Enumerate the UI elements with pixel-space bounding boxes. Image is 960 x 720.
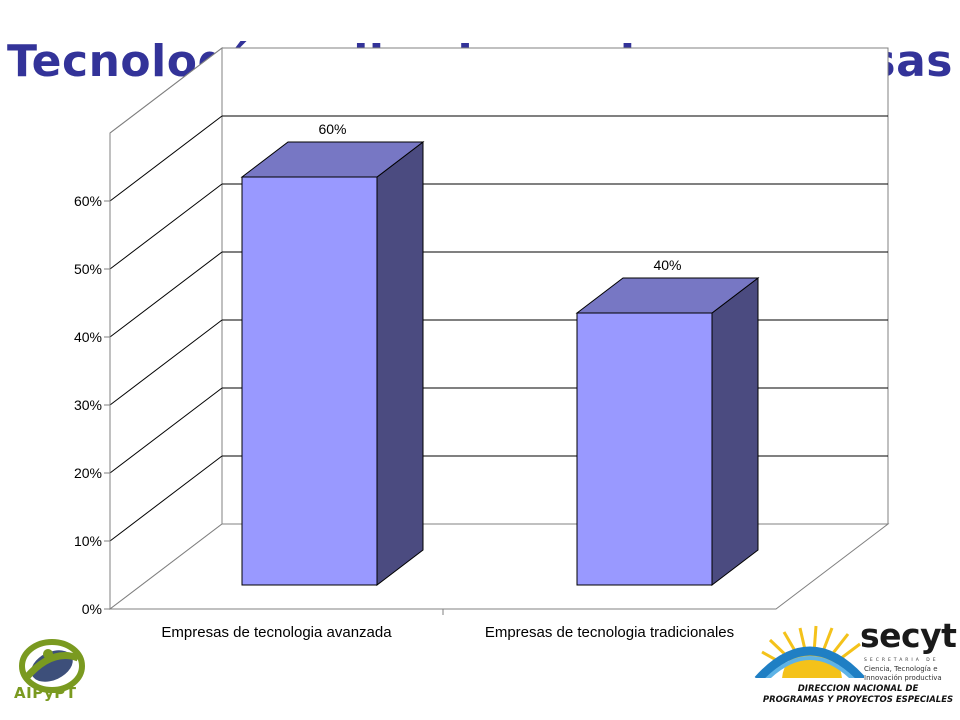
direccion-line-1: DIRECCION NACIONAL DE [797, 684, 919, 694]
y-tick-label: 60% [74, 193, 102, 209]
x-category-label: Empresas de tecnologia tradicionales [485, 624, 734, 641]
gridline-side [109, 455, 223, 542]
gridline-side [109, 183, 223, 270]
secyt-sub-line-1: Ciencia, Tecnología e [864, 665, 938, 673]
y-tick-label: 0% [82, 601, 102, 617]
y-tick-label: 10% [74, 533, 102, 549]
y-tick-label: 40% [74, 329, 102, 345]
x-axis: Empresas de tecnologia avanzada Empresas … [110, 608, 776, 641]
y-tick-label: 50% [74, 261, 102, 277]
x-category-label: Empresas de tecnologia avanzada [161, 624, 392, 641]
bar-side-face [376, 140, 424, 587]
bar-front-face [576, 312, 713, 586]
data-label: 60% [318, 121, 346, 137]
bar-front-face [241, 176, 378, 586]
floor [108, 523, 890, 610]
secyt-sun-icon [754, 625, 864, 678]
bar-side-face [711, 276, 759, 587]
gridline-side [109, 319, 223, 406]
secyt-logo-subtitle: SECRETARIA DE Ciencia, Tecnología e Inno… [864, 656, 960, 683]
data-label: 40% [653, 257, 681, 273]
y-tick-label: 20% [74, 465, 102, 481]
secyt-secretaria: SECRETARIA DE [864, 658, 939, 663]
aipypt-logo-icon [19, 639, 85, 693]
gridline-side [109, 47, 223, 134]
aipypt-logo-text: AIPyPT [14, 684, 77, 702]
chart-walls [108, 46, 890, 611]
gridline-side [109, 387, 223, 474]
y-tick-label: 30% [74, 397, 102, 413]
chart-bars: 60% 40% [240, 121, 760, 587]
direccion-line-2: PROGRAMAS Y PROYECTOS ESPECIALES [762, 695, 954, 705]
secyt-logo-word: secyt [860, 616, 957, 655]
bar-1: 60% [240, 121, 425, 587]
side-wall [109, 46, 223, 611]
bar-2: 40% [575, 257, 760, 587]
gridline-side [109, 115, 223, 202]
direccion-text: DIRECCION NACIONAL DE PROGRAMAS Y PROYEC… [756, 684, 960, 706]
y-axis: 0% 10% 20% 30% 40% 50% 60% [74, 133, 111, 617]
gridline-side [109, 251, 223, 338]
secyt-sub-line-2: Innovación productiva [864, 674, 942, 682]
